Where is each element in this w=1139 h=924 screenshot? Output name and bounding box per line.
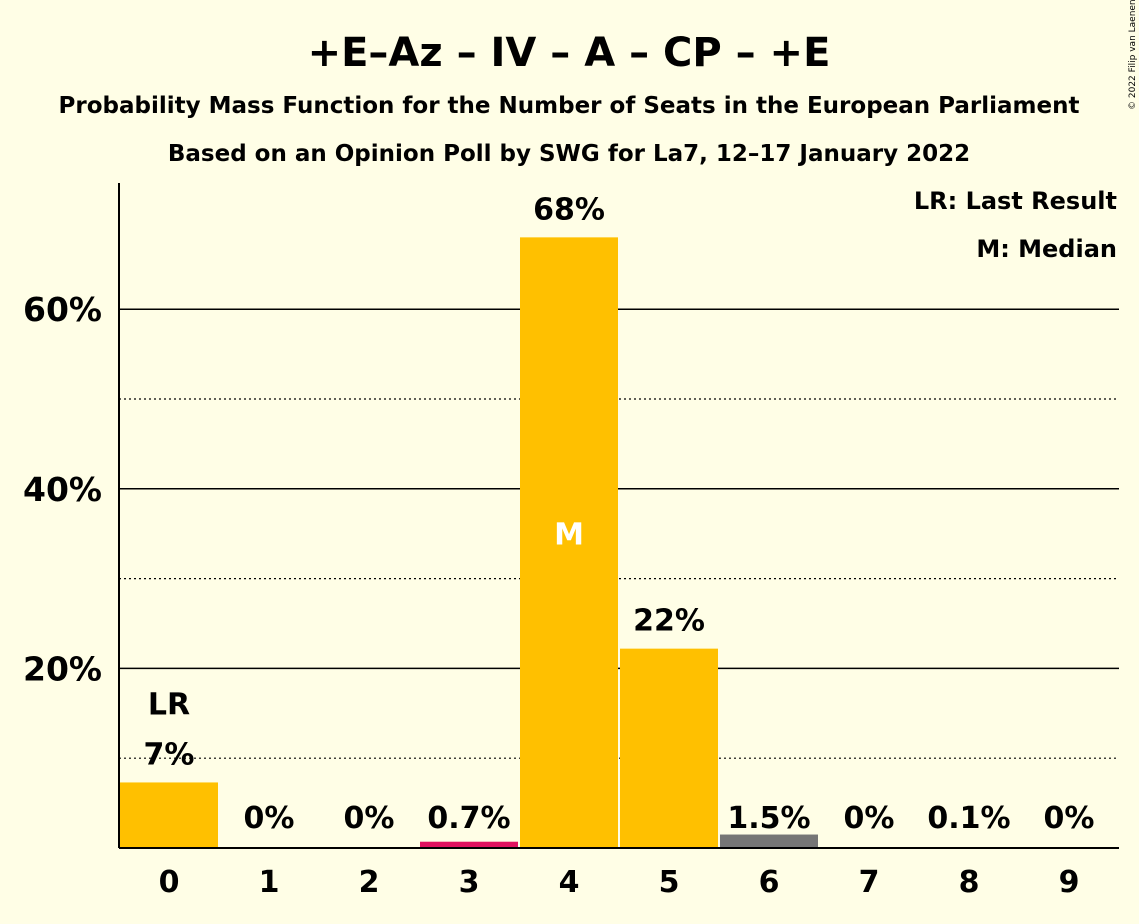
bar bbox=[720, 834, 818, 848]
legend-last-result: LR: Last Result bbox=[914, 187, 1117, 215]
bar-value-label: 7% bbox=[144, 737, 195, 772]
chart-subtitle-source: Based on an Opinion Poll by SWG for La7,… bbox=[168, 141, 970, 167]
bar-value-label: 68% bbox=[533, 192, 605, 227]
chart-title: +E–Az – IV – A – CP – +E bbox=[308, 30, 831, 76]
bar-value-label: 0.7% bbox=[427, 801, 510, 836]
bar-value-label: 22% bbox=[633, 604, 705, 639]
bar-value-label: 0.1% bbox=[927, 801, 1010, 836]
last-result-marker: LR bbox=[148, 687, 190, 722]
gridlines bbox=[119, 308, 1119, 759]
bar bbox=[420, 841, 518, 848]
x-tick-label: 8 bbox=[959, 865, 980, 900]
bar bbox=[120, 782, 218, 848]
y-axis-ticks: 20% 40% 60% bbox=[23, 290, 102, 688]
y-tick-label: 20% bbox=[23, 649, 102, 688]
legend-median: M: Median bbox=[976, 235, 1117, 263]
y-tick-label: 40% bbox=[23, 470, 102, 509]
median-marker: M bbox=[554, 518, 584, 553]
x-tick-label: 7 bbox=[859, 865, 880, 900]
bar bbox=[620, 648, 718, 848]
x-tick-label: 2 bbox=[359, 865, 380, 900]
x-tick-label: 3 bbox=[459, 865, 480, 900]
bar-value-label: 0% bbox=[244, 801, 295, 836]
bar-value-label: 0% bbox=[844, 801, 895, 836]
x-tick-label: 1 bbox=[259, 865, 280, 900]
x-tick-label: 9 bbox=[1059, 865, 1080, 900]
bar-value-label: 1.5% bbox=[727, 801, 810, 836]
bar-value-label: 0% bbox=[344, 801, 395, 836]
bar-value-label: 0% bbox=[1044, 801, 1095, 836]
markers: LR M bbox=[148, 518, 584, 723]
copyright-note: © 2022 Filip van Laenen bbox=[1128, 0, 1138, 110]
value-labels: 7% 0% 0% 0.7% 68% 22% 1.5% 0% 0.1% 0% bbox=[144, 192, 1095, 836]
x-tick-label: 6 bbox=[759, 865, 780, 900]
x-tick-label: 4 bbox=[559, 865, 580, 900]
x-tick-label: 0 bbox=[159, 865, 180, 900]
x-axis-ticks: 0 1 2 3 4 5 6 7 8 9 bbox=[159, 865, 1080, 900]
y-tick-label: 60% bbox=[23, 290, 102, 329]
bar bbox=[520, 237, 618, 849]
chart-subtitle: Probability Mass Function for the Number… bbox=[59, 93, 1080, 119]
bars bbox=[120, 237, 1018, 849]
x-tick-label: 5 bbox=[659, 865, 680, 900]
